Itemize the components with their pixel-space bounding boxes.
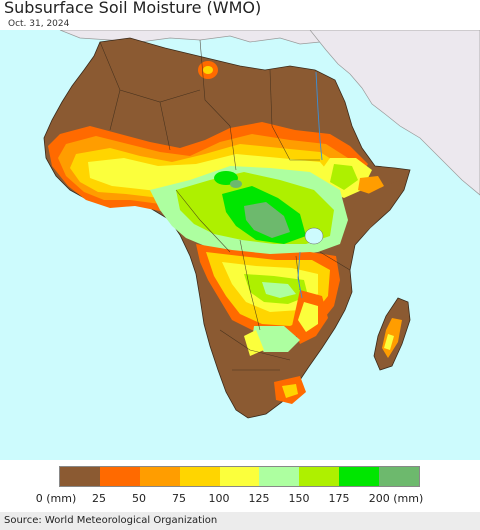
legend-tick-5: 125 xyxy=(248,492,270,505)
legend-swatch-6 xyxy=(299,467,340,486)
rivers xyxy=(297,71,323,299)
legend-swatch-2 xyxy=(139,467,180,486)
legend-tick-4: 100 xyxy=(208,492,230,505)
source-footer: Source: World Meteorological Organizatio… xyxy=(0,512,480,530)
legend-swatch-1 xyxy=(99,467,140,486)
central-darkgreen xyxy=(244,202,290,238)
country-borders xyxy=(99,39,351,371)
middle-east-land xyxy=(309,30,480,196)
legend-swatch-5 xyxy=(259,467,300,486)
legend-swatch-3 xyxy=(179,467,220,486)
map-title: Subsurface Soil Moisture (WMO) xyxy=(4,0,262,17)
color-legend xyxy=(59,466,420,487)
lake-victoria xyxy=(304,227,324,245)
soil-moisture-map xyxy=(0,30,480,460)
map-date: Oct. 31, 2024 xyxy=(8,19,70,29)
legend-swatch-7 xyxy=(339,467,380,486)
legend-tick-3: 75 xyxy=(172,492,186,505)
legend-swatch-4 xyxy=(219,467,260,486)
legend-swatch-8 xyxy=(379,467,420,486)
somalia-brown xyxy=(348,180,400,240)
legend-tick-6: 150 xyxy=(288,492,310,505)
legend-swatch-0 xyxy=(60,467,100,486)
legend-tick-8: 200 (mm) xyxy=(368,492,424,505)
legend-tick-2: 50 xyxy=(132,492,146,505)
legend-tick-7: 175 xyxy=(328,492,350,505)
legend-tick-0: 0 (mm) xyxy=(35,492,77,505)
legend-tick-1: 25 xyxy=(92,492,106,505)
zimbabwe-light xyxy=(252,326,300,352)
